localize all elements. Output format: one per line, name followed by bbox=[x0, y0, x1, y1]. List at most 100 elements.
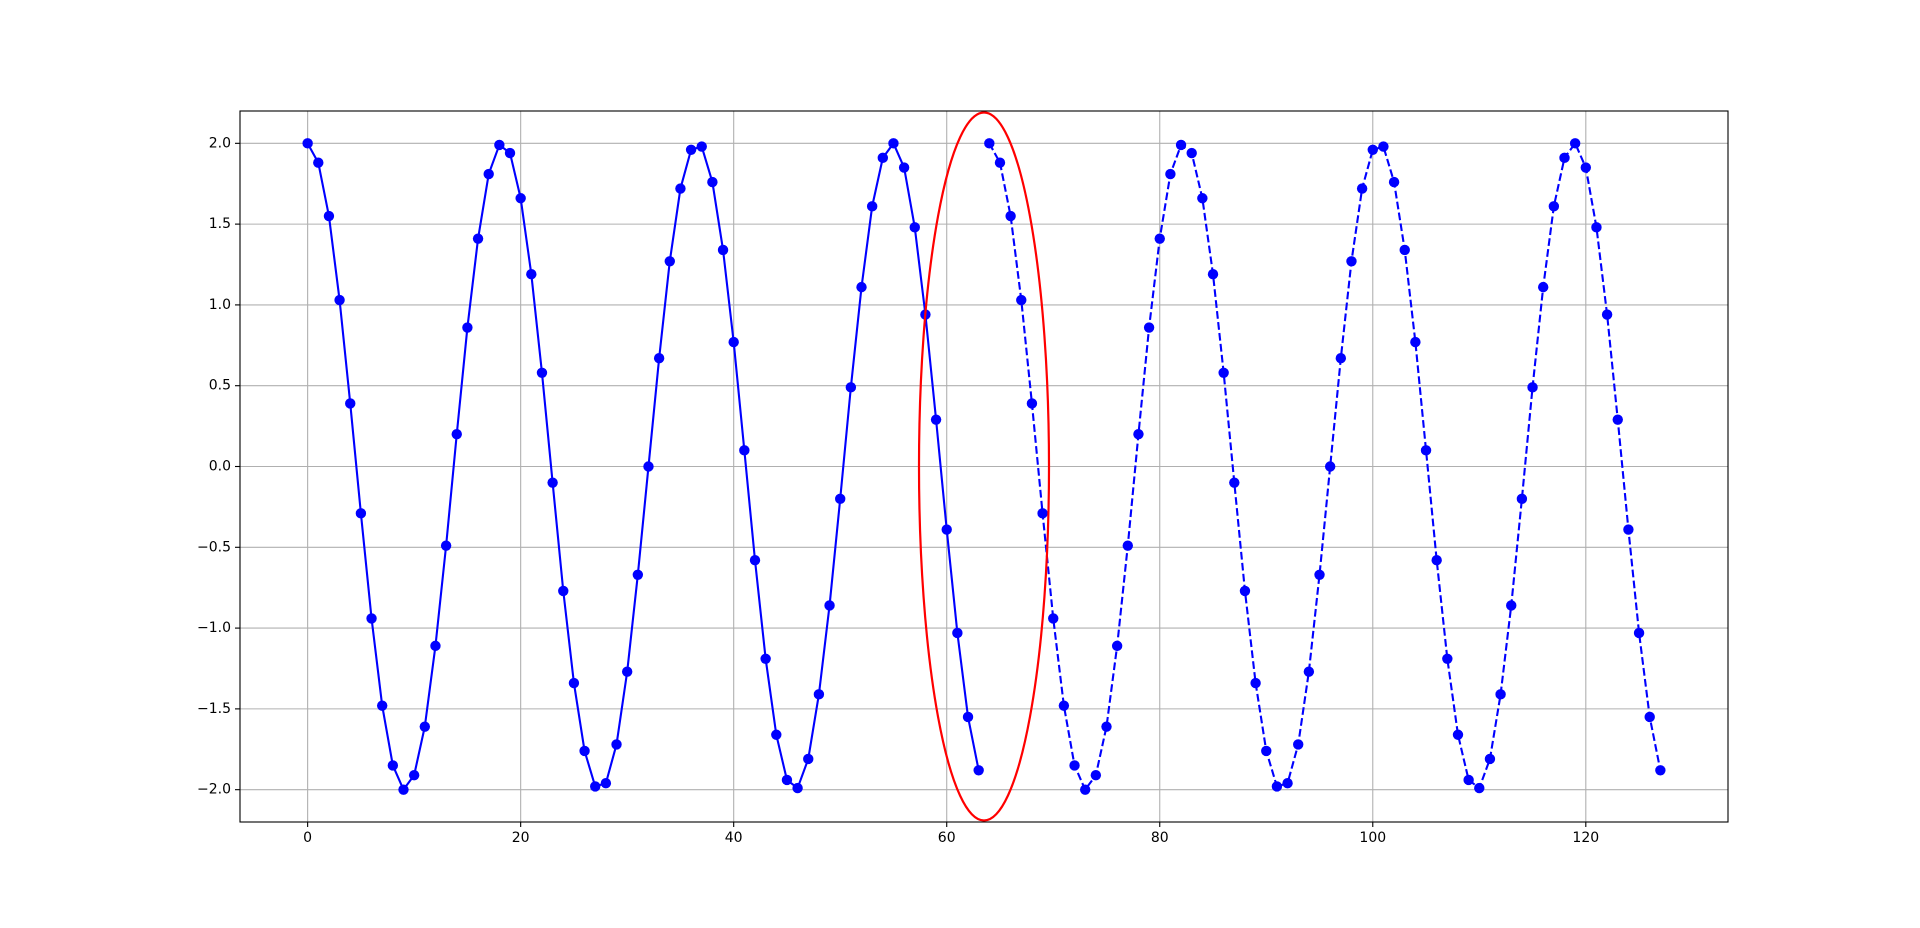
data-point bbox=[611, 739, 622, 750]
data-point bbox=[792, 782, 803, 794]
data-point bbox=[728, 336, 739, 348]
data-point bbox=[962, 711, 974, 723]
data-point bbox=[1165, 168, 1176, 180]
data-point bbox=[653, 353, 665, 364]
data-point bbox=[909, 222, 920, 233]
data-point bbox=[888, 138, 899, 149]
data-point bbox=[1633, 627, 1645, 639]
data-point bbox=[1335, 353, 1347, 364]
data-point bbox=[1303, 666, 1315, 677]
data-point bbox=[717, 244, 729, 256]
data-point bbox=[313, 157, 324, 168]
data-point bbox=[1016, 294, 1027, 306]
data-point bbox=[1644, 711, 1655, 723]
data-point bbox=[1559, 152, 1570, 164]
data-point bbox=[749, 555, 761, 566]
data-point bbox=[1005, 210, 1016, 222]
data-point bbox=[1175, 139, 1187, 151]
data-point bbox=[1601, 309, 1613, 320]
data-point bbox=[1367, 144, 1378, 155]
data-point bbox=[781, 774, 793, 786]
y-tick-label: 0.0 bbox=[209, 459, 231, 475]
data-point bbox=[376, 700, 388, 711]
x-tick-label: 40 bbox=[725, 830, 743, 846]
data-point bbox=[302, 138, 313, 149]
y-tick-label: −2.0 bbox=[197, 782, 231, 798]
data-point bbox=[1612, 414, 1623, 425]
data-point bbox=[994, 157, 1006, 168]
data-point bbox=[1101, 721, 1112, 732]
data-point bbox=[1069, 760, 1080, 771]
data-point bbox=[1569, 138, 1581, 149]
data-point bbox=[856, 281, 867, 293]
data-point bbox=[355, 508, 367, 519]
data-point bbox=[1271, 781, 1283, 792]
data-point bbox=[1048, 613, 1059, 624]
data-point bbox=[1420, 445, 1432, 456]
data-point bbox=[1282, 778, 1293, 789]
data-point bbox=[824, 600, 835, 611]
data-point bbox=[1580, 162, 1592, 173]
data-point bbox=[1452, 729, 1464, 740]
ticks: 0 20 40 60 80 100 120 −2.0 −1.5 −1.0 −0.5 0.0 0.5 1.0… bbox=[197, 135, 1599, 846]
data-point bbox=[323, 210, 335, 222]
data-point bbox=[430, 640, 441, 652]
data-point bbox=[664, 256, 675, 267]
data-point bbox=[547, 477, 558, 488]
data-point bbox=[451, 428, 462, 440]
data-point bbox=[1218, 367, 1229, 378]
data-point bbox=[1484, 753, 1496, 765]
data-point bbox=[494, 139, 505, 151]
data-point bbox=[1229, 477, 1240, 488]
data-point bbox=[632, 569, 644, 580]
data-point bbox=[1463, 774, 1474, 786]
data-point bbox=[1388, 176, 1400, 188]
x-tick-label: 120 bbox=[1572, 830, 1599, 846]
data-point bbox=[1655, 765, 1666, 776]
data-point bbox=[1399, 244, 1410, 256]
data-point bbox=[1154, 233, 1165, 244]
data-point bbox=[1548, 201, 1560, 212]
data-point bbox=[760, 653, 771, 664]
data-point bbox=[1495, 689, 1506, 700]
data-point bbox=[813, 689, 825, 700]
data-point bbox=[1261, 745, 1272, 757]
data-point bbox=[835, 493, 846, 505]
data-point bbox=[803, 753, 814, 765]
data-point bbox=[1537, 281, 1549, 293]
data-point bbox=[1516, 493, 1528, 505]
x-tick-label: 20 bbox=[512, 830, 530, 846]
data-point bbox=[334, 294, 345, 306]
data-point bbox=[1122, 540, 1133, 551]
data-point bbox=[771, 729, 782, 740]
data-point bbox=[1378, 141, 1389, 152]
data-point bbox=[526, 269, 537, 280]
data-point bbox=[1442, 653, 1453, 664]
data-point bbox=[387, 760, 399, 771]
y-tick-label: 1.5 bbox=[209, 216, 231, 232]
data-point bbox=[845, 382, 857, 393]
data-point bbox=[1250, 677, 1261, 689]
data-point bbox=[1293, 739, 1304, 750]
data-point bbox=[515, 193, 526, 204]
data-point bbox=[866, 201, 878, 212]
data-point bbox=[398, 784, 409, 795]
data-point bbox=[472, 233, 484, 244]
data-point bbox=[696, 141, 707, 152]
data-point bbox=[440, 540, 452, 551]
data-point bbox=[1186, 147, 1197, 159]
series-line bbox=[306, 142, 980, 791]
data-point bbox=[590, 781, 601, 792]
y-tick-label: 0.5 bbox=[209, 378, 231, 394]
x-tick-label: 100 bbox=[1359, 830, 1386, 846]
data-point bbox=[898, 162, 910, 173]
data-point bbox=[483, 168, 494, 180]
data-point bbox=[1058, 700, 1070, 711]
data-point bbox=[1026, 398, 1038, 409]
x-tick-label: 0 bbox=[303, 830, 312, 846]
data-point bbox=[1314, 569, 1325, 580]
data-point bbox=[1431, 555, 1442, 566]
data-point bbox=[952, 627, 963, 639]
